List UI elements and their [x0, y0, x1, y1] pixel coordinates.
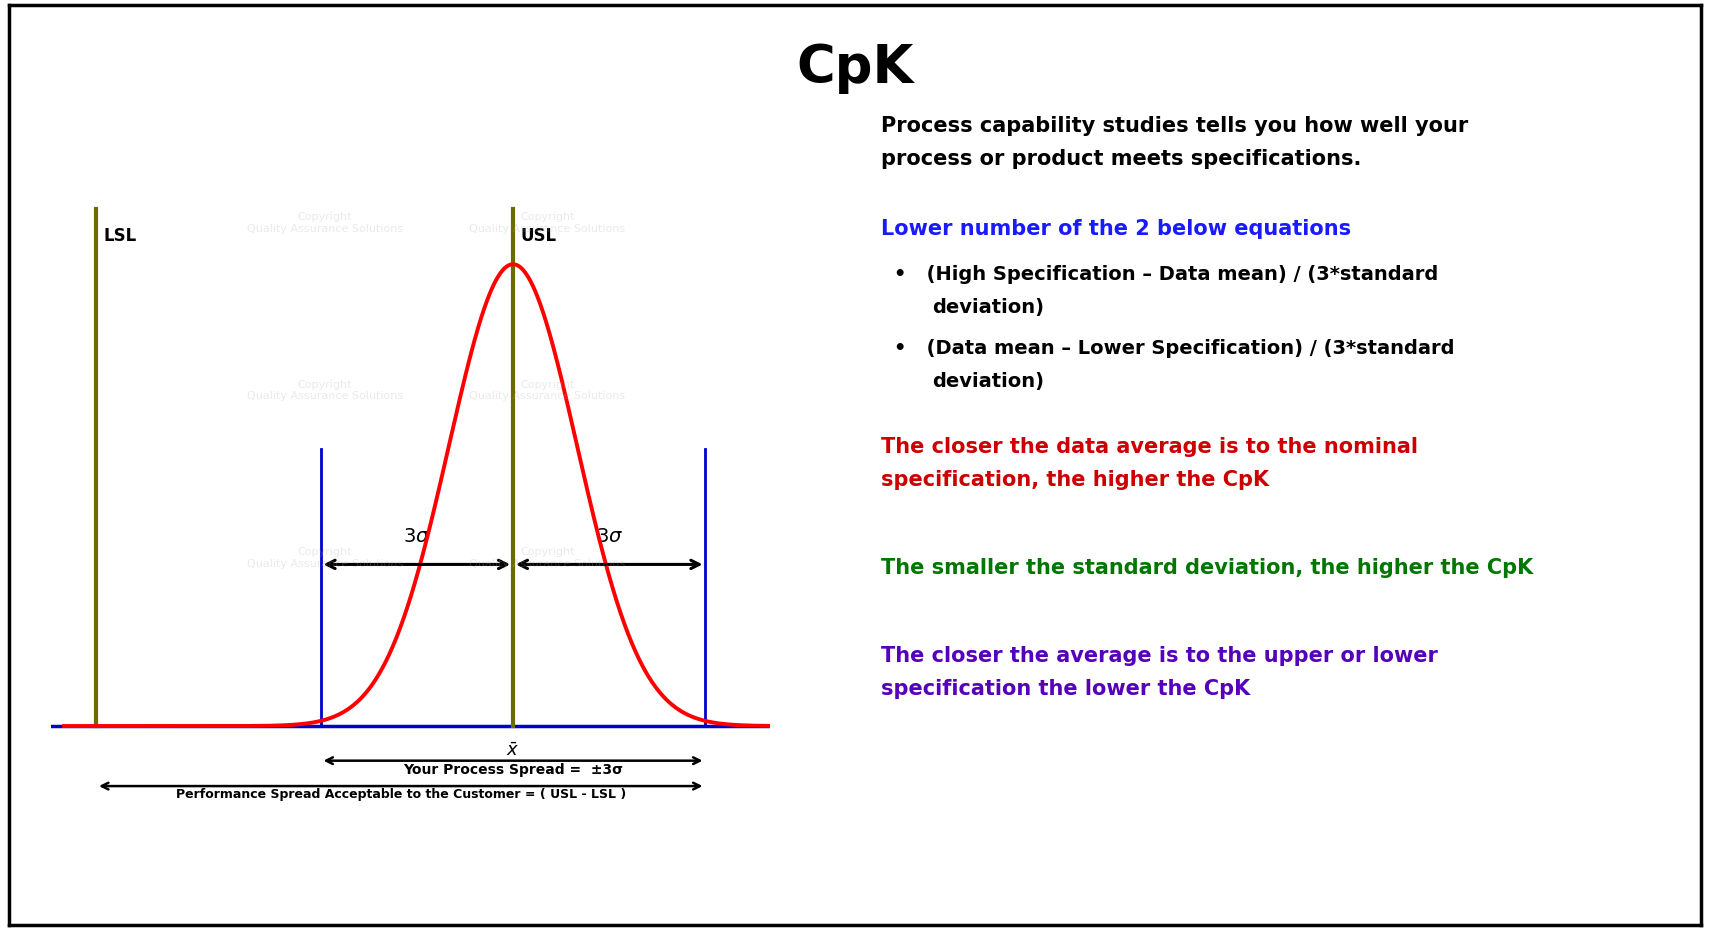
Text: specification the lower the CpK: specification the lower the CpK	[881, 679, 1250, 699]
Text: Lower number of the 2 below equations: Lower number of the 2 below equations	[881, 219, 1351, 239]
Text: The closer the data average is to the nominal: The closer the data average is to the no…	[881, 437, 1418, 458]
Text: deviation): deviation)	[932, 372, 1043, 391]
Text: •   (High Specification – Data mean) / (3*standard: • (High Specification – Data mean) / (3*…	[894, 265, 1438, 284]
Text: CpK: CpK	[797, 42, 913, 94]
Text: The smaller the standard deviation, the higher the CpK: The smaller the standard deviation, the …	[881, 558, 1532, 578]
Text: deviation): deviation)	[932, 298, 1043, 316]
Text: The closer the average is to the upper or lower: The closer the average is to the upper o…	[881, 646, 1438, 667]
Text: $\bar{x}$: $\bar{x}$	[506, 742, 520, 760]
Text: Copyright
Quality Assurance Solutions: Copyright Quality Assurance Solutions	[246, 547, 404, 569]
Text: Copyright
Quality Assurance Solutions: Copyright Quality Assurance Solutions	[246, 379, 404, 402]
Text: specification, the higher the CpK: specification, the higher the CpK	[881, 470, 1269, 490]
Text: Performance Spread Acceptable to the Customer = ( USL - LSL ): Performance Spread Acceptable to the Cus…	[176, 789, 626, 802]
Text: Copyright
Quality Assurance Solutions: Copyright Quality Assurance Solutions	[246, 212, 404, 234]
Text: Copyright
Quality Assurance Solutions: Copyright Quality Assurance Solutions	[469, 379, 626, 402]
Text: Your Process Spread =  ±3σ: Your Process Spread = ±3σ	[404, 763, 622, 777]
Text: Process capability studies tells you how well your: Process capability studies tells you how…	[881, 116, 1467, 137]
Text: Copyright
Quality Assurance Solutions: Copyright Quality Assurance Solutions	[469, 547, 626, 569]
Text: process or product meets specifications.: process or product meets specifications.	[881, 149, 1361, 169]
Text: $3\sigma$: $3\sigma$	[595, 527, 622, 546]
Text: LSL: LSL	[104, 227, 137, 246]
Text: USL: USL	[520, 227, 557, 246]
Text: •   (Data mean – Lower Specification) / (3*standard: • (Data mean – Lower Specification) / (3…	[894, 339, 1455, 358]
Text: Copyright
Quality Assurance Solutions: Copyright Quality Assurance Solutions	[469, 212, 626, 234]
Text: $3\sigma$: $3\sigma$	[404, 527, 431, 546]
